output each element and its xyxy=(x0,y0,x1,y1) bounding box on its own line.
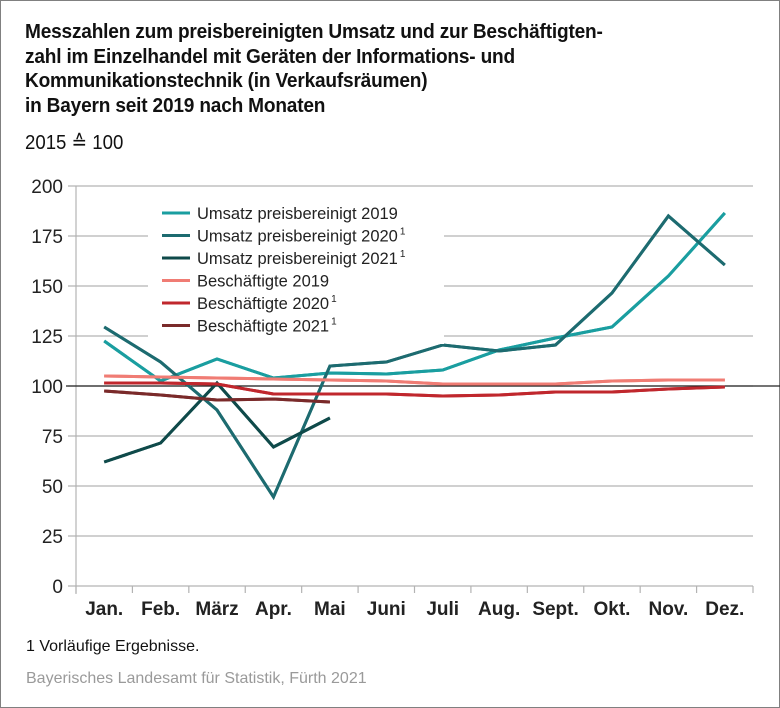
legend-label: Umsatz preisbereinigt 2020 1 xyxy=(197,227,406,246)
x-tick-label: Dez. xyxy=(705,599,744,620)
x-tick-label: Juni xyxy=(367,599,406,620)
series-line-overlay xyxy=(103,211,726,383)
legend-box xyxy=(148,198,444,344)
legend-footnote-mark: 1 xyxy=(400,249,406,260)
legend-label: Beschäftigte 2020 1 xyxy=(197,294,337,313)
chart-title: Messzahlen zum preisbereinigten Umsatz u… xyxy=(25,20,775,118)
source-note: Bayerisches Landesamt für Statistik, Für… xyxy=(26,670,367,687)
x-tick-label: Feb. xyxy=(141,599,180,620)
footnote: 1 Vorläufige Ergebnisse. xyxy=(26,638,200,655)
x-tick-label: Nov. xyxy=(648,599,688,620)
y-tick-label: 175 xyxy=(31,227,63,248)
series-line-overlay xyxy=(103,213,726,501)
series-line-overlay xyxy=(104,389,330,404)
y-tick-label: 125 xyxy=(31,327,63,348)
legend-footnote-mark: 1 xyxy=(331,317,337,328)
title-line: Messzahlen zum preisbereinigten Umsatz u… xyxy=(25,20,603,43)
y-tick-label: 75 xyxy=(42,427,63,448)
y-tick-label: 25 xyxy=(42,527,63,548)
x-tick-label: Juli xyxy=(426,599,459,620)
legend-label: Umsatz preisbereinigt 2019 xyxy=(197,205,398,223)
x-tick-label: Aug. xyxy=(478,599,520,620)
x-tick-label: März xyxy=(195,599,238,620)
title-line: Kommunikationstechnik (in Verkaufsräumen… xyxy=(25,69,428,92)
series-line-overlay xyxy=(104,381,725,398)
series-line-overlay xyxy=(104,374,725,386)
title-line: zahl im Einzelhandel mit Geräten der Inf… xyxy=(25,44,515,68)
y-tick-label: 100 xyxy=(31,377,63,398)
x-tick-label: Apr. xyxy=(255,599,292,620)
legend-label: Beschäftigte 2019 xyxy=(197,273,329,291)
x-tick-label: Mai xyxy=(314,599,346,620)
legend-label: Umsatz preisbereinigt 2021 1 xyxy=(197,249,406,268)
legend-footnote-mark: 1 xyxy=(331,294,337,305)
title-line: in Bayern seit 2019 nach Monaten xyxy=(25,93,326,117)
legend-footnote-mark: 1 xyxy=(400,227,406,238)
legend-label: Beschäftigte 2021 1 xyxy=(197,317,337,336)
y-tick-label: 0 xyxy=(52,577,63,598)
y-tick-label: 200 xyxy=(31,177,63,198)
y-tick-label: 50 xyxy=(42,477,63,498)
y-tick-label: 150 xyxy=(31,277,63,298)
x-tick-label: Jan. xyxy=(85,599,123,620)
x-tick-label: Okt. xyxy=(593,599,630,620)
chart-subtitle: 2015 ≙ 100 xyxy=(25,132,124,154)
x-tick-label: Sept. xyxy=(532,599,578,620)
